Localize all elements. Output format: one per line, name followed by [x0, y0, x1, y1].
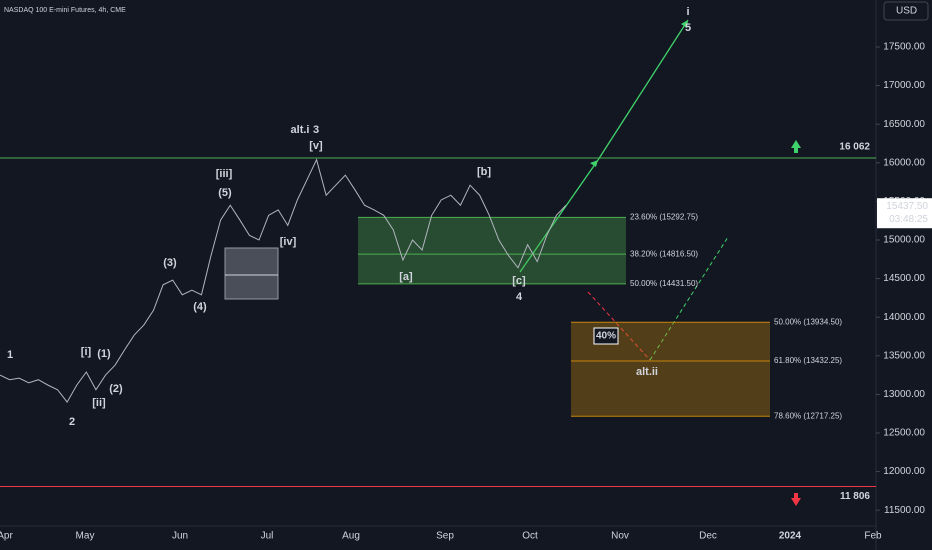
wave-label: (5): [218, 187, 232, 199]
probability: 40%: [596, 331, 616, 342]
y-tick-label: 13500.00: [883, 350, 925, 361]
wave-label: [c]: [512, 275, 526, 287]
wave-label: [iv]: [280, 236, 297, 248]
x-tick-label: Jul: [261, 531, 274, 542]
wave-label: 5: [685, 22, 691, 34]
y-tick-label: 16000.00: [883, 157, 925, 168]
fib-label: 23.60% (15292.75): [630, 213, 698, 222]
last-price: 15437.50: [886, 201, 928, 212]
currency[interactable]: USD: [896, 6, 917, 17]
fib-label: 38.20% (14816.50): [630, 249, 698, 258]
wave-label: [b]: [477, 166, 491, 178]
wave-label: alt.i: [291, 124, 310, 136]
probability-box: [593, 327, 619, 345]
arrow: [587, 291, 651, 361]
wave-label: alt.ii: [636, 366, 658, 378]
arrow-head: [681, 20, 688, 28]
y-tick-label: 14000.00: [883, 312, 925, 323]
currency-box[interactable]: [883, 1, 929, 21]
x-tick-label: Aug: [342, 531, 360, 542]
last-price-box: [877, 198, 932, 229]
wave-label: [i]: [81, 346, 92, 358]
y-tick-label: 17500.00: [883, 42, 925, 53]
y-tick-label: 11500.00: [884, 505, 925, 516]
y-tick-label: 14500.00: [883, 273, 925, 284]
wave-label: [a]: [399, 271, 413, 283]
price-line: [0, 158, 567, 404]
arrow-head: [590, 160, 598, 167]
up-arrow-icon: [791, 140, 801, 153]
y-tick-label: 13000.00: [883, 389, 925, 400]
arrow: [597, 19, 689, 161]
x-tick-label: Oct: [522, 531, 538, 542]
wave-label: i: [686, 6, 689, 18]
x-tick-label: Apr: [0, 531, 13, 542]
fib-label: 61.80% (13432.25): [774, 356, 842, 365]
chart-title: NASDAQ 100 E-mini Futures, 4h, CME: [4, 7, 126, 14]
wave-label: (4): [193, 301, 207, 313]
wave-label: 4: [516, 291, 523, 303]
fib-label: 50.00% (14431.50): [630, 279, 698, 288]
fib-label: 78.60% (12717.25): [774, 411, 842, 420]
fib-label: 50.00% (13934.50): [774, 317, 842, 326]
wave-label: [iii]: [216, 168, 233, 180]
x-tick-label: Nov: [611, 531, 629, 542]
wave-label: 2: [69, 416, 75, 428]
level-label: 16 062: [839, 142, 870, 153]
gray-box: [224, 247, 279, 300]
y-tick-label: 17000.00: [883, 80, 925, 91]
wave-label: 1: [7, 349, 13, 361]
x-tick-label: Sep: [436, 531, 454, 542]
x-tick-label: Dec: [699, 531, 717, 542]
x-tick-label: Jun: [172, 531, 188, 542]
y-tick-label: 12000.00: [883, 466, 925, 477]
level-label: 11 806: [840, 491, 870, 502]
x-tick-label: Feb: [864, 531, 882, 542]
wave-label: (3): [163, 257, 177, 269]
wave-label: (1): [97, 348, 111, 360]
y-tick-label: 16500.00: [883, 119, 925, 130]
arrow: [649, 236, 729, 361]
x-tick-label: 2024: [779, 531, 802, 542]
wave-label: [ii]: [92, 397, 106, 409]
wave-label: (2): [109, 383, 123, 395]
down-arrow-icon: [791, 493, 801, 506]
y-tick-label: 12500.00: [883, 428, 925, 439]
fib-zone: [358, 217, 626, 284]
countdown: 03:48:25: [889, 214, 928, 225]
x-tick-label: May: [76, 531, 95, 542]
wave-label: [v]: [309, 140, 323, 152]
y-tick-label: 15000.00: [883, 235, 925, 246]
wave-label: 3: [313, 124, 319, 136]
